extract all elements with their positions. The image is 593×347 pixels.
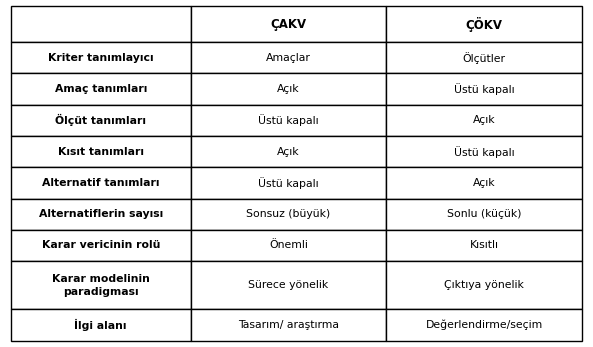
Bar	[11, 310, 191, 341]
Text: Alternatif tanımları: Alternatif tanımları	[42, 178, 160, 188]
Text: Açık: Açık	[473, 178, 496, 188]
Bar	[191, 261, 386, 310]
Text: ÇÖKV: ÇÖKV	[466, 17, 503, 32]
Bar	[191, 310, 386, 341]
Text: Çıktıya yönelik: Çıktıya yönelik	[444, 280, 524, 290]
Bar	[386, 6, 582, 42]
Text: ÇAKV: ÇAKV	[270, 18, 307, 31]
Bar	[11, 6, 191, 42]
Bar	[11, 198, 191, 230]
Text: Ölçütler: Ölçütler	[463, 52, 506, 64]
Text: Karar modelinin
paradigması: Karar modelinin paradigması	[52, 274, 149, 297]
Text: Üstü kapalı: Üstü kapalı	[454, 146, 515, 158]
Bar	[11, 230, 191, 261]
Text: Sonlu (küçük): Sonlu (küçük)	[447, 209, 521, 219]
Bar	[191, 198, 386, 230]
Text: Amaçlar: Amaçlar	[266, 53, 311, 63]
Text: Önemli: Önemli	[269, 240, 308, 251]
Bar	[191, 74, 386, 105]
Text: Üstü kapalı: Üstü kapalı	[258, 177, 319, 189]
Bar	[191, 167, 386, 198]
Text: Üstü kapalı: Üstü kapalı	[454, 83, 515, 95]
Bar	[386, 167, 582, 198]
Text: İlgi alanı: İlgi alanı	[75, 319, 127, 331]
Bar	[11, 74, 191, 105]
Text: Açık: Açık	[277, 147, 300, 156]
Text: Sonsuz (büyük): Sonsuz (büyük)	[246, 209, 331, 219]
Bar	[191, 136, 386, 167]
Text: Açık: Açık	[473, 115, 496, 125]
Bar	[386, 198, 582, 230]
Bar	[386, 261, 582, 310]
Text: Kriter tanımlayıcı: Kriter tanımlayıcı	[48, 53, 154, 63]
Bar	[11, 261, 191, 310]
Text: Sürece yönelik: Sürece yönelik	[248, 280, 329, 290]
Bar	[11, 136, 191, 167]
Bar	[386, 42, 582, 74]
Bar	[386, 74, 582, 105]
Bar	[386, 136, 582, 167]
Bar	[191, 6, 386, 42]
Bar	[191, 42, 386, 74]
Text: Ölçüt tanımları: Ölçüt tanımları	[55, 114, 146, 126]
Text: Alternatiflerin sayısı: Alternatiflerin sayısı	[39, 209, 163, 219]
Text: Açık: Açık	[277, 84, 300, 94]
Text: Tasarım/ araştırma: Tasarım/ araştırma	[238, 320, 339, 330]
Bar	[191, 105, 386, 136]
Text: Karar vericinin rolü: Karar vericinin rolü	[42, 240, 160, 251]
Bar	[386, 310, 582, 341]
Bar	[191, 230, 386, 261]
Text: Amaç tanımları: Amaç tanımları	[55, 84, 147, 94]
Text: Kısıtlı: Kısıtlı	[470, 240, 499, 251]
Text: Kısıt tanımları: Kısıt tanımları	[58, 147, 144, 156]
Bar	[386, 230, 582, 261]
Bar	[11, 167, 191, 198]
Text: Üstü kapalı: Üstü kapalı	[258, 115, 319, 126]
Text: Değerlendirme/seçim: Değerlendirme/seçim	[426, 320, 543, 330]
Bar	[386, 105, 582, 136]
Bar	[11, 42, 191, 74]
Bar	[11, 105, 191, 136]
